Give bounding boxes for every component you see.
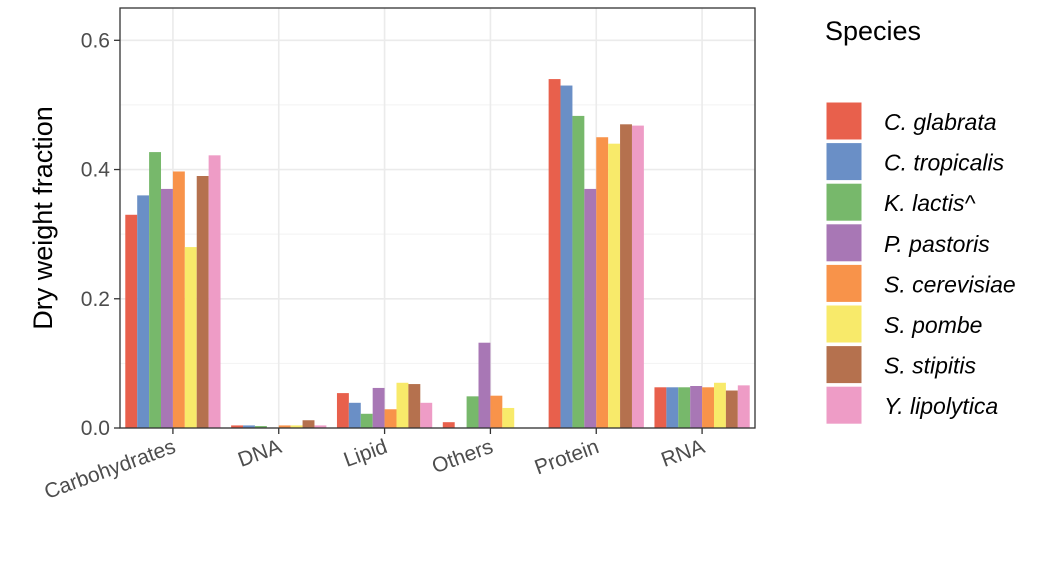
bar <box>336 393 349 428</box>
bar <box>208 155 221 429</box>
x-tick-label: RNA <box>658 435 708 472</box>
bar <box>560 85 573 429</box>
bar <box>372 387 385 428</box>
y-tick-label: 0.2 <box>81 288 110 311</box>
bars <box>125 79 750 429</box>
legend-label: C. glabrata <box>884 109 997 135</box>
legend-label: P. pastoris <box>884 231 990 257</box>
legend-key <box>825 345 863 385</box>
bar <box>608 143 621 428</box>
bar <box>360 413 373 428</box>
bar <box>631 125 644 428</box>
bar <box>737 385 750 428</box>
bar <box>725 390 738 428</box>
bar <box>502 407 515 428</box>
legend-key <box>825 385 863 425</box>
x-tick-label: Protein <box>532 435 602 479</box>
legend-label: S. cerevisiae <box>884 271 1016 297</box>
legend-key <box>825 182 863 222</box>
bar <box>243 425 255 428</box>
legend-label: Y. lipolytica <box>884 393 998 419</box>
bar <box>702 387 714 428</box>
legend-label: S. stipitis <box>884 353 977 379</box>
bar <box>278 425 291 428</box>
bar <box>620 124 632 429</box>
x-tick-label: Carbohydrates <box>41 435 178 504</box>
x-tick-label: Others <box>429 435 496 478</box>
bar <box>466 396 479 428</box>
plot-panel-border <box>119 7 756 429</box>
plot-background <box>120 8 755 428</box>
bar <box>196 176 209 428</box>
bar <box>302 420 315 428</box>
legend-key <box>825 223 863 263</box>
legend-key <box>825 101 863 141</box>
legend-title: Species <box>825 16 921 46</box>
bar <box>678 387 691 428</box>
bar <box>420 402 433 428</box>
legend-key <box>825 304 863 344</box>
legend-label: C. tropicalis <box>884 150 1005 176</box>
bar <box>654 387 667 428</box>
bar <box>314 425 327 428</box>
bar <box>596 137 609 428</box>
bar <box>149 152 162 429</box>
bar <box>290 425 303 428</box>
x-tick-label: Lipid <box>341 435 391 472</box>
bar <box>572 115 585 429</box>
bar <box>348 402 361 428</box>
y-tick-label: 0.4 <box>81 159 111 182</box>
bar <box>713 382 726 428</box>
bar <box>161 188 173 428</box>
legend-key <box>825 263 863 303</box>
legend-label: S. pombe <box>884 312 982 338</box>
legend-key <box>825 142 863 182</box>
legend: Species C. glabrata C. tropicalis K. lacti… <box>825 16 1016 425</box>
x-tick-label: DNA <box>235 435 285 472</box>
bar <box>666 387 679 428</box>
bar <box>584 188 597 428</box>
bar <box>442 422 455 428</box>
grid-lines <box>120 8 755 429</box>
bar <box>478 342 491 428</box>
bar <box>125 214 138 428</box>
bar <box>184 247 197 428</box>
bar <box>490 395 503 428</box>
legend-label: K. lactis^ <box>884 190 977 216</box>
bar <box>231 425 244 428</box>
bar <box>137 195 150 428</box>
bar <box>384 409 397 428</box>
bar <box>548 79 561 429</box>
bar <box>396 382 409 428</box>
bar <box>690 386 703 428</box>
y-axis-title: Dry weight fraction <box>28 106 58 330</box>
bar <box>408 384 421 428</box>
y-tick-label: 0.6 <box>81 29 110 52</box>
bar <box>254 426 267 428</box>
bar <box>172 171 185 428</box>
y-tick-label: 0.0 <box>81 417 110 440</box>
